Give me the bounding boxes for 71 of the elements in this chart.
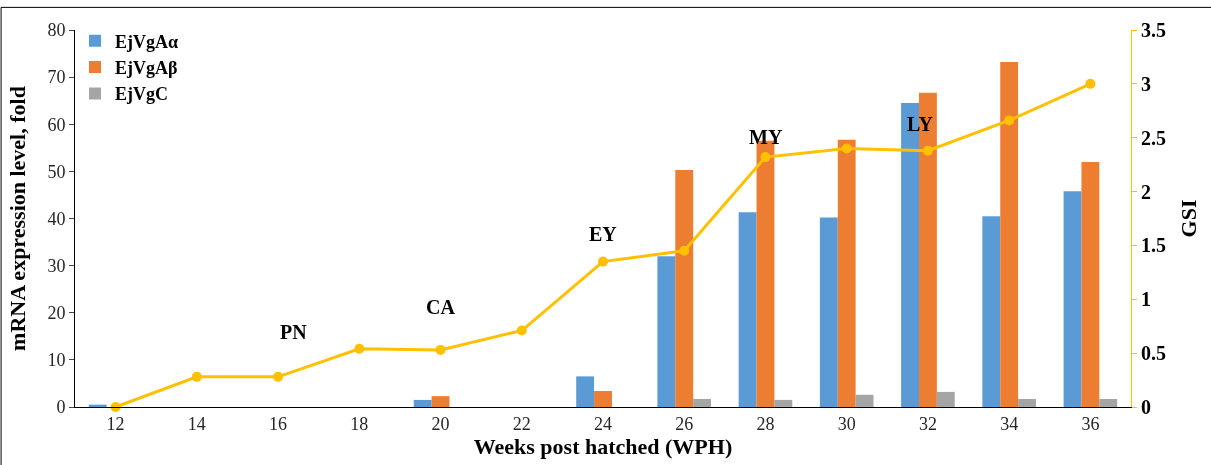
x-tick-label: 22 xyxy=(512,413,531,434)
point xyxy=(354,343,365,354)
bar xyxy=(855,394,874,407)
bar xyxy=(1018,398,1036,407)
point xyxy=(516,325,527,336)
bar xyxy=(431,396,450,407)
x-tick-label: 16 xyxy=(269,413,288,434)
point xyxy=(273,371,284,382)
point xyxy=(922,145,933,156)
y-tick-label: 30 xyxy=(47,255,66,276)
bar xyxy=(413,399,432,407)
bar xyxy=(576,376,595,407)
legend-label: EjVgAα xyxy=(115,31,179,52)
y-tick-label: 40 xyxy=(47,208,66,229)
y-tick-label: 50 xyxy=(47,161,66,182)
y2-tick-label: 1 xyxy=(1141,288,1151,311)
y2-tick-label: 3 xyxy=(1141,72,1151,95)
point xyxy=(841,143,852,154)
y-tick-label: 60 xyxy=(47,114,66,135)
x-axis-title: Weeks post hatched (WPH) xyxy=(473,433,733,459)
y-tick-label: 0 xyxy=(56,397,66,418)
x-tick-label: 18 xyxy=(350,413,369,434)
annotation: MY xyxy=(749,126,783,148)
y-tick-label: 70 xyxy=(47,67,66,88)
bar xyxy=(819,217,838,407)
bar xyxy=(774,399,793,407)
bar xyxy=(936,391,955,407)
point xyxy=(191,371,202,382)
legend-label: EjVgC xyxy=(115,84,168,105)
x-tick-label: 30 xyxy=(837,413,856,434)
y2-tick-label: 0 xyxy=(1141,396,1151,418)
x-tick-label: 28 xyxy=(756,413,775,434)
x-tick-label: 14 xyxy=(187,413,206,434)
bar xyxy=(693,398,712,407)
y-tick-label: 10 xyxy=(47,350,66,371)
y2-axis-title: GSI xyxy=(1175,199,1201,238)
bar xyxy=(837,139,856,407)
y-axis-title: mRNA expression level, fold xyxy=(5,86,31,351)
point xyxy=(1085,78,1096,89)
x-tick-label: 34 xyxy=(1000,413,1019,434)
y2-tick-label: 1.5 xyxy=(1141,234,1166,257)
x-tick-label: 32 xyxy=(918,413,937,434)
bar xyxy=(1063,191,1082,407)
bar xyxy=(1081,161,1100,407)
y2-tick-label: 0.5 xyxy=(1141,342,1166,365)
point xyxy=(1004,115,1015,126)
x-tick-label: 12 xyxy=(106,413,125,434)
y2-tick-label: 3.5 xyxy=(1141,19,1166,41)
bar xyxy=(982,216,1001,407)
bar xyxy=(657,256,676,407)
x-tick-label: 20 xyxy=(431,413,450,434)
x-tick-label: 24 xyxy=(594,413,612,434)
annotation: EY xyxy=(589,223,618,245)
y2-tick-label: 2 xyxy=(1141,180,1151,203)
x-tick-label: 36 xyxy=(1081,413,1100,434)
point xyxy=(598,256,608,267)
point xyxy=(760,152,771,163)
y-tick-label: 80 xyxy=(47,20,66,41)
x-tick-label: 26 xyxy=(675,413,694,434)
bar xyxy=(1099,398,1118,407)
bar xyxy=(675,169,694,407)
point xyxy=(679,245,690,256)
bar xyxy=(738,212,757,407)
bar xyxy=(594,390,612,407)
bar xyxy=(1000,62,1019,407)
annotation: PN xyxy=(280,321,308,343)
point xyxy=(435,344,446,355)
legend-label: EjVgAβ xyxy=(115,58,178,79)
annotation: CA xyxy=(426,296,456,318)
y2-tick-label: 2.5 xyxy=(1141,126,1166,149)
y-tick-label: 20 xyxy=(47,303,66,324)
